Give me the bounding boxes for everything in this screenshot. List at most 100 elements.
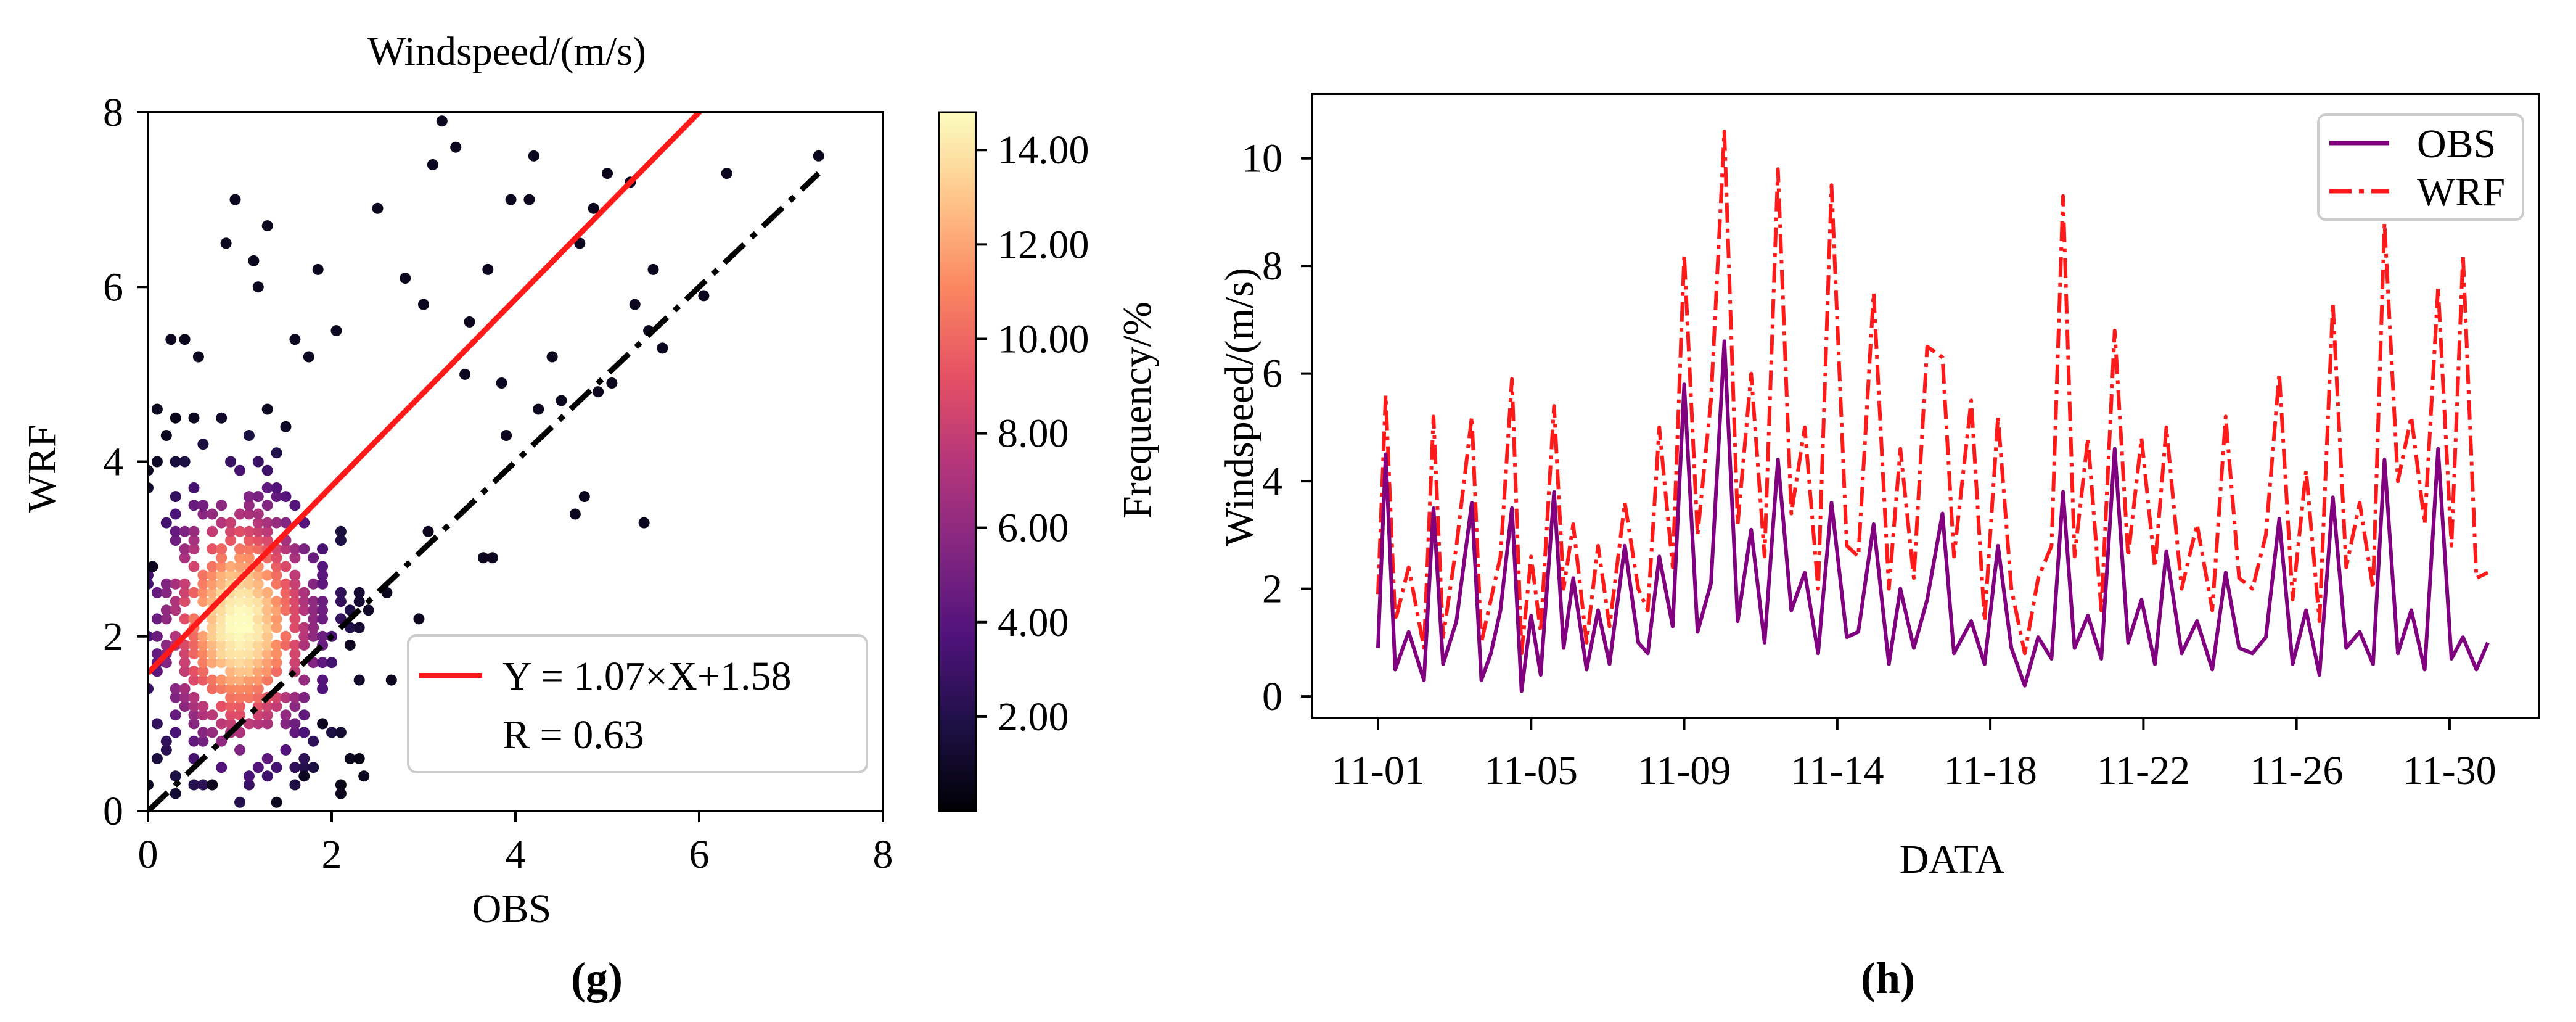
colorbar-gradient: [938, 111, 977, 812]
scatter-point: [289, 569, 301, 581]
scatter-point: [188, 779, 200, 791]
obs-series-line: [1376, 339, 2490, 693]
scatter-point: [179, 648, 191, 660]
scatter-point: [234, 796, 245, 808]
scatter-point: [289, 639, 301, 651]
scatter-point: [280, 604, 292, 616]
scatter-point: [385, 674, 397, 686]
scatter-point: [523, 194, 535, 205]
y-tick-label-h: 10: [1242, 136, 1282, 181]
scatter-point: [243, 543, 255, 555]
scatter-point: [252, 691, 264, 703]
scatter-point: [216, 622, 228, 633]
x-axis-ticks: 0 2 4 6 8: [138, 811, 893, 877]
scatter-point: [578, 491, 590, 503]
scatter-point: [216, 630, 228, 642]
legend-label-wrf: WRF: [2417, 170, 2505, 215]
scatter-point: [317, 543, 329, 555]
scatter-point: [289, 691, 301, 703]
scatter-point: [243, 578, 255, 590]
scatter-point: [261, 482, 273, 493]
scatter-point: [170, 412, 181, 424]
scatter-point: [289, 604, 301, 616]
scatter-point: [197, 587, 209, 598]
scatter-point: [216, 561, 228, 572]
scatter-point: [252, 535, 264, 546]
scatter-point: [188, 648, 200, 660]
scatter-point: [216, 657, 228, 669]
scatter-point: [234, 525, 245, 537]
scatter-point: [482, 263, 494, 275]
scatter-point: [271, 517, 282, 529]
colorbar-tick-label: 2.00: [998, 694, 1069, 740]
scatter-point: [197, 701, 209, 712]
scatter-point: [216, 500, 228, 511]
scatter-point: [207, 639, 218, 651]
scatter-point: [261, 657, 273, 669]
scatter-point: [207, 657, 218, 669]
scatter-point: [289, 578, 301, 590]
scatter-point: [234, 639, 245, 651]
scatter-point: [170, 788, 181, 799]
scatter-point: [261, 709, 273, 721]
scatter-point: [234, 561, 245, 572]
scatter-point: [197, 709, 209, 721]
scatter-point: [225, 456, 237, 468]
scatter-point: [243, 604, 255, 616]
scatter-point: [243, 683, 255, 694]
scatter-point: [160, 587, 172, 598]
scatter-point: [160, 517, 172, 529]
scatter-point: [593, 386, 604, 398]
scatter-point: [298, 770, 310, 782]
scatter-point: [298, 622, 310, 633]
scatter-point: [188, 735, 200, 747]
scatter-point: [261, 770, 273, 782]
scatter-point: [271, 622, 282, 633]
scatter-point: [606, 377, 618, 389]
scatter-point: [170, 491, 181, 503]
scatter-point: [317, 718, 329, 730]
scatter-point: [261, 525, 273, 537]
scatter-point: [317, 578, 329, 590]
scatter-point: [308, 552, 319, 564]
scatter-point: [234, 648, 245, 660]
scatter-point: [353, 753, 365, 764]
scatter-point: [271, 447, 282, 459]
scatter-point: [261, 666, 273, 677]
scatter-point: [216, 639, 228, 651]
scatter-point: [225, 561, 237, 572]
scatter-point: [556, 395, 567, 406]
scatter-point: [197, 508, 209, 520]
scatter-point: [225, 630, 237, 642]
colorbar-tick-label: 6.00: [998, 506, 1069, 551]
scatter-point: [243, 525, 255, 537]
scatter-point: [261, 753, 273, 764]
scatter-point: [170, 604, 181, 616]
scatter-point: [308, 613, 319, 625]
scatter-point: [160, 604, 172, 616]
scatter-point: [234, 630, 245, 642]
scatter-point: [207, 630, 218, 642]
scatter-point: [496, 377, 507, 389]
scatter-point: [197, 666, 209, 677]
y-axis-label-h: Windspeed/(m/s): [1217, 268, 1262, 546]
scatter-point: [234, 552, 245, 564]
scatter-point: [280, 491, 292, 503]
scatter-point: [638, 517, 650, 529]
scatter-point: [207, 683, 218, 694]
colorbar-tick-label: 4.00: [998, 600, 1069, 645]
scatter-point: [197, 648, 209, 660]
scatter-point: [243, 691, 255, 703]
scatter-point: [188, 666, 200, 677]
scatter-point: [216, 735, 228, 747]
scatter-point: [261, 500, 273, 511]
x-axis-ticks-h: 11-01 11-05 11-09 11-14 11-18 11-22 11-26 11-30: [1331, 718, 2496, 793]
scatter-point: [148, 561, 158, 572]
scatter-point: [271, 491, 282, 503]
scatter-point: [188, 674, 200, 686]
scatter-point: [151, 587, 163, 598]
scatter-point: [197, 569, 209, 581]
scatter-point: [252, 613, 264, 625]
scatter-point: [252, 666, 264, 677]
